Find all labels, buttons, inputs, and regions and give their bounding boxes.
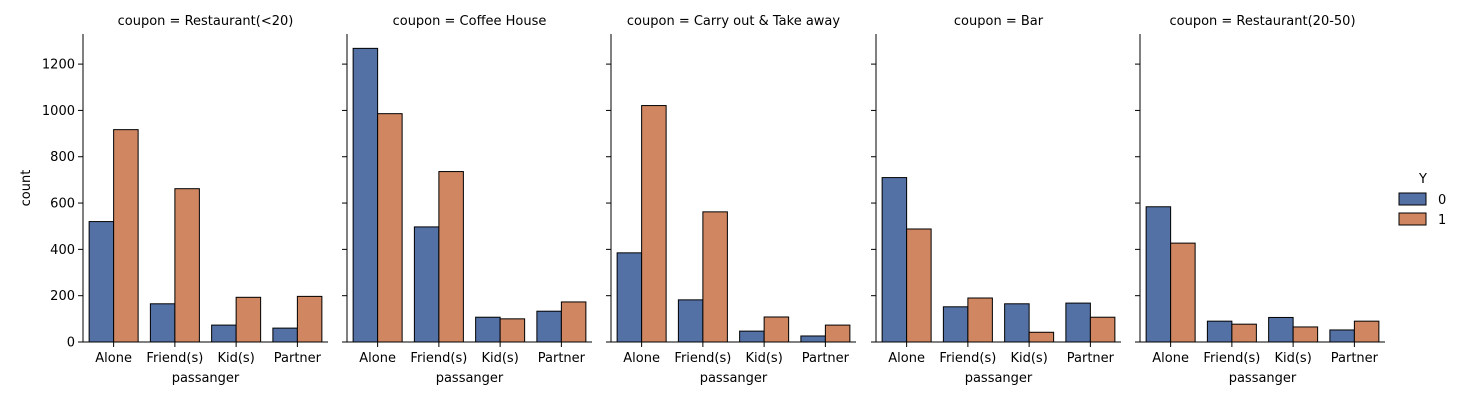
bar [1292, 326, 1319, 343]
legend-swatch [1398, 192, 1427, 206]
x-tick-label: Alone [623, 351, 660, 366]
bar [616, 252, 643, 343]
y-tick-label: 800 [50, 150, 75, 165]
legend-title: Y [1418, 172, 1427, 187]
bar [438, 171, 464, 343]
bar [1028, 331, 1055, 343]
bar [272, 327, 298, 343]
y-axis-label: count [19, 170, 34, 207]
bar [1268, 316, 1294, 343]
x-tick-label: Kid(s) [481, 351, 518, 366]
bar [800, 335, 826, 343]
bar [499, 318, 526, 343]
bar [475, 316, 501, 343]
bar [536, 310, 562, 343]
x-tick-label: Alone [1152, 351, 1189, 366]
x-tick-label: Friend(s) [410, 351, 467, 366]
y-tick-label: 1200 [42, 58, 75, 73]
bar [1065, 302, 1091, 343]
bar [88, 221, 115, 343]
bar [942, 306, 969, 343]
x-axis-label: passanger [700, 371, 768, 386]
bar [377, 113, 403, 343]
x-tick-label: Partner [274, 351, 322, 366]
legend-swatch [1398, 212, 1427, 226]
x-tick-label: Partner [1067, 351, 1115, 366]
legend: Y0 1 [1398, 172, 1446, 228]
bar [824, 324, 851, 343]
bar [211, 324, 237, 343]
panel-title: coupon = Restaurant(20-50) [1169, 14, 1355, 29]
chart-panels: coupon = Restaurant(<20) 0 200 400 600 800 100… [19, 14, 1385, 386]
x-tick-label: Partner [802, 351, 850, 366]
panel: coupon = Carry out & Take away Alone Frien… [606, 14, 856, 386]
bar [235, 296, 262, 343]
bar [1089, 316, 1116, 343]
x-axis-label: passanger [965, 371, 1033, 386]
legend-label: 1 [1438, 213, 1446, 228]
x-tick-label: Friend(s) [674, 351, 731, 366]
bar [1329, 329, 1355, 343]
y-tick-label: 0 [67, 336, 75, 351]
bar [1004, 303, 1030, 343]
y-tick-label: 1000 [42, 104, 75, 119]
x-axis-label: passanger [1229, 371, 1297, 386]
bar [763, 316, 790, 343]
x-tick-label: Alone [95, 351, 132, 366]
panel-title: coupon = Coffee House [393, 14, 547, 29]
x-tick-label: Alone [359, 351, 396, 366]
bar [1231, 323, 1257, 343]
y-tick-label: 600 [50, 197, 75, 212]
x-tick-label: Friend(s) [939, 351, 996, 366]
bar [149, 303, 176, 343]
bar [1353, 320, 1380, 343]
x-tick-label: Partner [538, 351, 586, 366]
bar [1145, 206, 1172, 343]
x-tick-label: Friend(s) [1203, 351, 1260, 366]
y-tick-label: 200 [50, 289, 75, 304]
bar [1170, 242, 1196, 343]
panel-title: coupon = Carry out & Take away [627, 14, 840, 29]
bar [352, 47, 379, 343]
x-axis-label: passanger [172, 371, 240, 386]
bar [967, 297, 993, 343]
x-tick-label: Alone [888, 351, 925, 366]
panel: coupon = Restaurant(<20) 0 200 400 600 800 100… [42, 14, 328, 386]
panel-title: coupon = Restaurant(<20) [118, 14, 294, 29]
bar [906, 228, 932, 343]
x-tick-label: Partner [1331, 351, 1379, 366]
bar [1206, 320, 1233, 343]
panel: coupon = Restaurant(20-50) Alone Friend(s)… [1135, 14, 1385, 386]
bar [881, 177, 908, 343]
bar [413, 226, 440, 343]
panel: coupon = Bar Alone Friend(s) Kid(s) Partner p… [871, 14, 1121, 386]
bar [641, 105, 667, 343]
bar [174, 188, 200, 343]
y-tick-label: 400 [50, 243, 75, 258]
bar [702, 211, 728, 343]
bar [560, 301, 587, 343]
x-axis-label: passanger [436, 371, 504, 386]
x-tick-label: Kid(s) [745, 351, 782, 366]
panel-title: coupon = Bar [954, 14, 1044, 29]
panel: coupon = Coffee House Alone Friend(s) Kid(s… [342, 14, 592, 386]
x-tick-label: Friend(s) [146, 351, 203, 366]
x-tick-label: Kid(s) [217, 351, 254, 366]
bar [739, 330, 765, 343]
bar [677, 299, 704, 343]
bar [113, 129, 139, 343]
bar [296, 295, 323, 343]
x-tick-label: Kid(s) [1010, 351, 1047, 366]
legend-label: 0 [1438, 193, 1446, 208]
x-tick-label: Kid(s) [1274, 351, 1311, 366]
